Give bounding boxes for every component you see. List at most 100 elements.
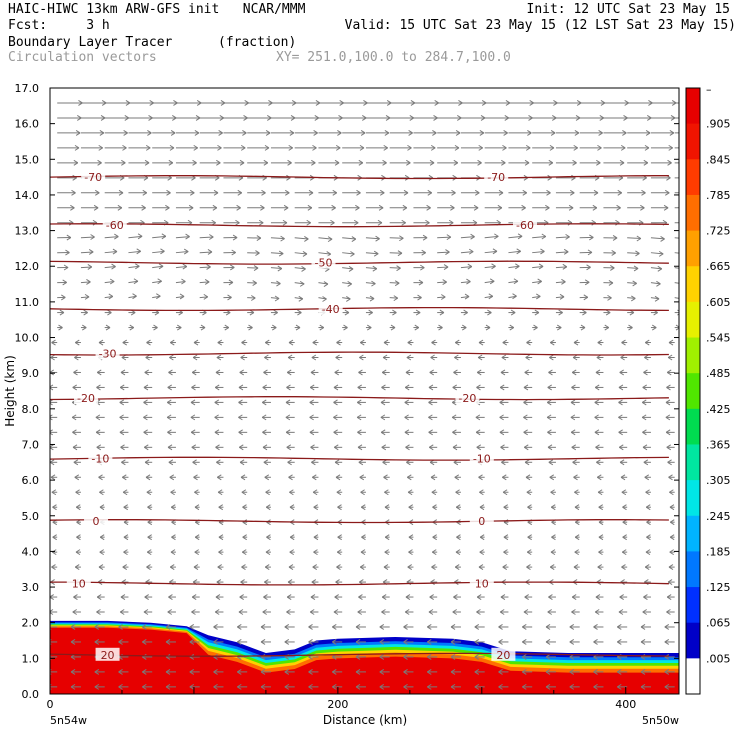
vector-arrow <box>508 204 526 211</box>
vector-head <box>169 354 174 358</box>
vector-head <box>428 387 434 391</box>
vector-arrow <box>572 459 580 466</box>
vector-head <box>142 192 148 196</box>
vector-head <box>556 324 562 328</box>
vector-head <box>168 459 174 463</box>
vector-head <box>523 177 529 181</box>
vector-arrow <box>213 683 224 690</box>
vector-head <box>633 265 639 269</box>
vector-head <box>350 253 355 257</box>
vector-head <box>264 357 269 361</box>
vector-head <box>450 668 456 673</box>
vector-head <box>666 611 671 615</box>
vector-head <box>664 686 670 690</box>
vector-arrow <box>579 100 606 106</box>
vector-arrow <box>262 609 271 615</box>
vector-head <box>213 671 218 675</box>
vector-head <box>167 177 172 181</box>
vector-head <box>119 611 125 615</box>
vector-head <box>575 521 580 526</box>
vector-head <box>224 327 230 331</box>
vector-head <box>70 668 76 673</box>
vector-head <box>119 401 125 406</box>
vector-head <box>525 476 531 481</box>
vector-head <box>334 372 339 376</box>
vector-arrow <box>57 294 66 301</box>
vector-head <box>574 489 579 493</box>
vector-arrow <box>555 159 577 166</box>
vector-arrow <box>239 459 248 466</box>
vector-arrow <box>247 265 259 271</box>
vector-head <box>524 159 530 164</box>
vector-head <box>189 639 195 643</box>
colorbar-label: .905 <box>706 118 731 131</box>
vector-arrow <box>571 384 580 391</box>
vector-head <box>148 115 153 119</box>
vector-head <box>409 117 415 121</box>
vector-arrow <box>508 248 521 255</box>
vector-arrow <box>356 414 366 421</box>
vector-head <box>124 115 130 119</box>
vector-arrow <box>104 144 127 151</box>
vector-head <box>545 686 551 690</box>
vector-arrow <box>57 100 83 106</box>
vector-head <box>454 476 460 481</box>
vector-arrow <box>413 204 431 211</box>
vector-arrow <box>579 309 587 316</box>
y-tick-label: 17.0 <box>15 82 40 95</box>
vector-head <box>74 144 80 149</box>
vector-arrow <box>532 144 555 151</box>
vector-head <box>403 189 409 194</box>
vector-head <box>356 192 361 196</box>
vector-head <box>549 342 555 346</box>
vector-head <box>642 387 647 391</box>
vector-arrow <box>549 564 556 571</box>
vector-arrow <box>619 459 628 466</box>
vector-arrow <box>70 683 81 690</box>
isotherm-label: -10 <box>91 453 109 466</box>
vector-head <box>438 327 443 331</box>
vector-arrow <box>379 639 390 645</box>
vector-arrow <box>454 474 461 481</box>
vector-head <box>379 656 385 660</box>
vector-head <box>429 159 435 164</box>
vector-head <box>240 474 246 478</box>
vector-head <box>203 296 209 300</box>
vector-head <box>477 159 482 164</box>
vector-head <box>656 280 661 285</box>
vector-head <box>297 309 302 314</box>
vector-head <box>118 189 124 194</box>
vector-head <box>263 369 268 373</box>
vector-arrow <box>80 189 100 196</box>
vector-head <box>454 354 459 358</box>
vector-head <box>191 609 196 613</box>
vector-head <box>230 267 235 271</box>
vector-head <box>304 238 309 242</box>
vector-head <box>593 639 598 643</box>
vector-head <box>96 594 102 598</box>
vector-arrow <box>525 474 533 481</box>
vector-head <box>669 536 675 541</box>
vector-head <box>168 369 173 373</box>
vector-head <box>311 162 316 166</box>
vector-head <box>322 298 327 302</box>
vector-head <box>473 204 479 209</box>
vector-head <box>98 144 103 149</box>
vector-shaft <box>175 236 190 239</box>
vector-head <box>286 596 292 600</box>
vector-head <box>355 686 361 690</box>
vector-shaft <box>152 295 161 299</box>
vector-head <box>314 117 320 121</box>
vector-arrow <box>247 129 271 136</box>
vector-head <box>230 264 235 268</box>
vector-arrow <box>95 429 105 436</box>
vector-head <box>653 312 658 316</box>
vector-head <box>667 354 673 358</box>
vector-arrow <box>96 384 105 391</box>
vector-arrow <box>571 594 580 600</box>
vector-head <box>191 446 197 451</box>
vector-head <box>453 369 458 373</box>
vector-arrow <box>555 233 570 240</box>
isotherm-label-bg <box>469 451 494 465</box>
vector-arrow <box>285 429 295 436</box>
